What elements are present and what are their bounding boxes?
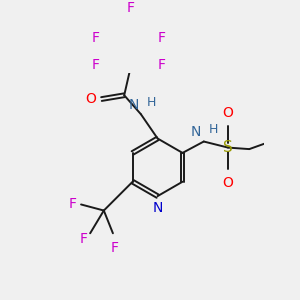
Text: F: F [79, 232, 87, 246]
Text: F: F [110, 241, 118, 255]
Text: F: F [91, 58, 99, 72]
Text: N: N [152, 201, 163, 215]
Text: O: O [223, 176, 233, 190]
Text: F: F [158, 32, 166, 45]
Text: O: O [223, 106, 233, 119]
Text: F: F [68, 197, 76, 212]
Text: F: F [91, 32, 99, 45]
Text: N: N [190, 125, 201, 139]
Text: O: O [85, 92, 96, 106]
Text: F: F [126, 1, 134, 15]
Text: H: H [209, 123, 218, 136]
Text: S: S [223, 140, 233, 155]
Text: N: N [128, 98, 139, 112]
Text: F: F [158, 58, 166, 72]
Text: H: H [147, 96, 156, 109]
